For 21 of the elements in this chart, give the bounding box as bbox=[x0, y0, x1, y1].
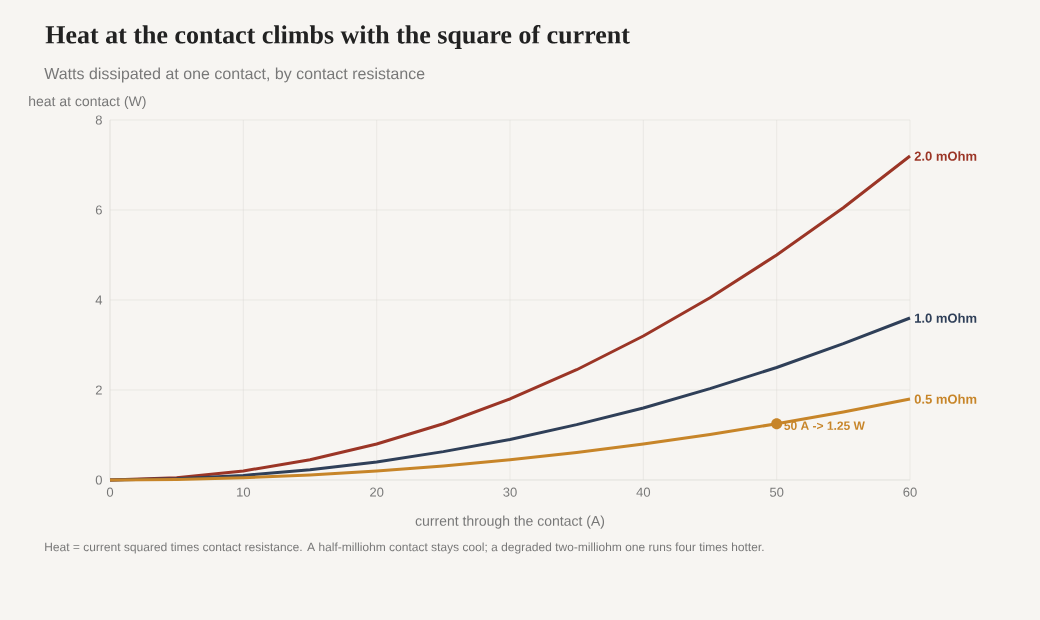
line-series bbox=[108, 397, 912, 482]
y-tick-label: 0 bbox=[95, 475, 102, 485]
y-tick-label: 2 bbox=[95, 385, 102, 395]
x-tick-label: 0 bbox=[106, 487, 114, 497]
text: Heat = current squared times contact resistance. A half-milliohm contact stays cool; a degraded two-milliohm one runs four times hotter. bbox=[45, 542, 764, 554]
chart-title: Heat at the contact climbs with the square of current bbox=[45, 25, 630, 49]
series-label: 2.0 mOhm bbox=[914, 151, 977, 161]
y-tick-label: 4 bbox=[95, 295, 103, 305]
x-tick-label: 50 bbox=[769, 487, 784, 497]
y-tick-label: 6 bbox=[95, 205, 102, 215]
y-tick-label: 8 bbox=[95, 115, 102, 125]
x-tick-label: 60 bbox=[903, 487, 917, 497]
x-tick-label: 40 bbox=[636, 487, 651, 497]
y-axis-title: heat at contact (W) bbox=[29, 95, 146, 109]
x-tick-label: 30 bbox=[503, 487, 517, 497]
series-label: 1.0 mOhm bbox=[915, 313, 977, 323]
x-tick-label: 20 bbox=[370, 487, 384, 497]
x-tick-label: 10 bbox=[237, 487, 251, 497]
chart-subtitle: Watts dissipated at one contact, by contact resistance bbox=[44, 67, 425, 83]
x-axis-title: current through the contact (A) bbox=[415, 515, 605, 529]
series-label: 0.5 mOhm bbox=[914, 394, 977, 404]
